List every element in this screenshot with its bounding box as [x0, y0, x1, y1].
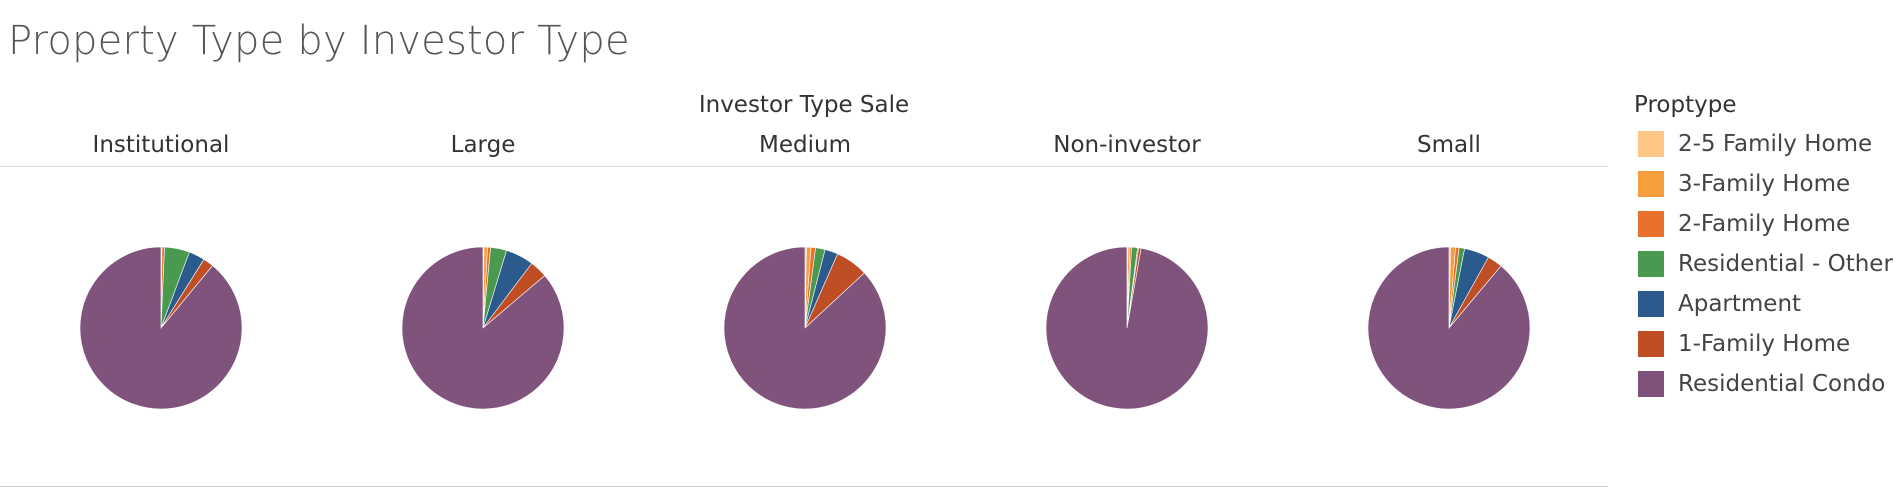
pie-slice-residential-condo[interactable]: [401, 246, 565, 410]
panel-header-small: Small: [1417, 132, 1481, 158]
legend-label: 1-Family Home: [1678, 331, 1851, 357]
legend-item-residential-other[interactable]: Residential - Other: [1634, 244, 1899, 284]
legend-item-2-5-family-home[interactable]: 2-5 Family Home: [1634, 124, 1899, 164]
panel-header-institutional: Institutional: [92, 132, 230, 158]
column-header: Investor Type Sale: [698, 92, 910, 118]
legend-swatch: [1638, 331, 1664, 357]
legend-swatch: [1638, 211, 1664, 237]
legend-label: 3-Family Home: [1678, 171, 1851, 197]
legend-item-2-family-home[interactable]: 2-Family Home: [1634, 204, 1899, 244]
legend-item-3-family-home[interactable]: 3-Family Home: [1634, 164, 1899, 204]
pie-slice-residential-condo[interactable]: [723, 246, 887, 410]
legend-label: Residential Condo: [1678, 371, 1886, 397]
legend-swatch: [1638, 291, 1664, 317]
legend-swatch: [1638, 131, 1664, 157]
legend-label: Residential - Other: [1678, 251, 1893, 277]
pie-medium: [723, 246, 887, 410]
legend-label: Apartment: [1678, 291, 1802, 317]
pie-non-investor: [1045, 246, 1209, 410]
pie-large: [401, 246, 565, 410]
chart-title: Property Type by Investor Type: [8, 18, 630, 64]
pie-charts: [79, 246, 1531, 410]
bottom-divider: [0, 486, 1608, 487]
panel-header-medium: Medium: [759, 132, 851, 158]
panel-header-non-investor: Non-investor: [1053, 132, 1201, 158]
legend-swatch: [1638, 171, 1664, 197]
pie-slice-residential-condo[interactable]: [79, 246, 243, 410]
legend-item-1-family-home[interactable]: 1-Family Home: [1634, 324, 1899, 364]
pie-slice-residential-condo[interactable]: [1367, 246, 1531, 410]
legend-item-residential-condo[interactable]: Residential Condo: [1634, 364, 1899, 404]
legend: Proptype 2-5 Family Home 3-Family Home 2-F…: [1634, 92, 1899, 404]
legend-title: Proptype: [1634, 92, 1737, 118]
legend-swatch: [1638, 371, 1664, 397]
legend-item-apartment[interactable]: Apartment: [1634, 284, 1899, 324]
legend-label: 2-5 Family Home: [1678, 131, 1873, 157]
legend-label: 2-Family Home: [1678, 211, 1851, 237]
legend-swatch: [1638, 251, 1664, 277]
pie-slice-residential-condo[interactable]: [1045, 246, 1209, 410]
pie-small: [1367, 246, 1531, 410]
header-divider: [0, 166, 1608, 167]
pie-institutional: [79, 246, 243, 410]
panel-header-large: Large: [450, 132, 516, 158]
